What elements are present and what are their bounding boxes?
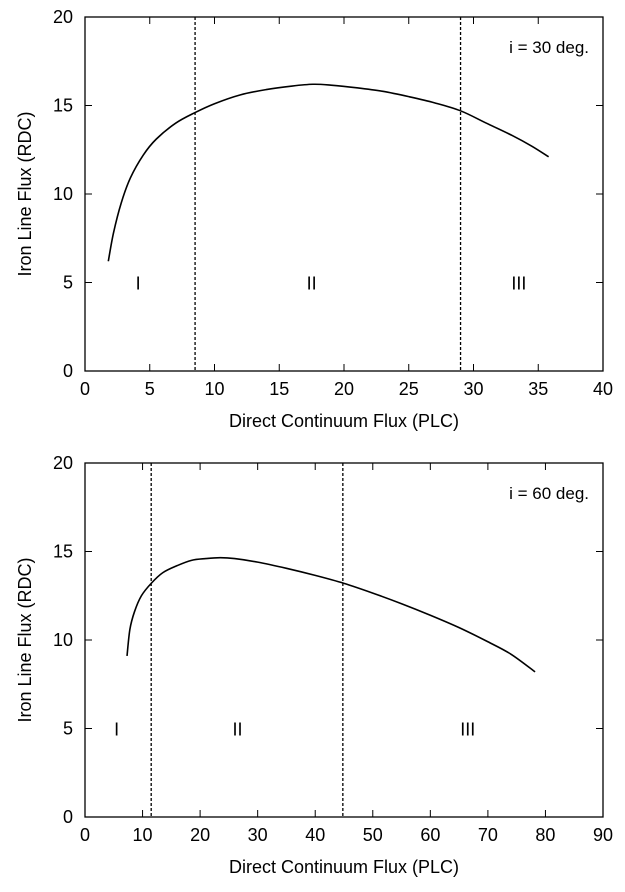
bottom-x-tick-label: 60 <box>420 825 440 845</box>
bottom-plot-frame <box>84 462 604 818</box>
top-region-label: II <box>307 274 317 294</box>
top-x-tick-label: 25 <box>399 379 419 399</box>
chart-top: 0 5 10 15 20 25 30 35 40 0 5 10 15 20 I II III i = 30 deg… <box>15 7 613 431</box>
top-plot-frame <box>84 16 604 372</box>
top-x-tick-label: 30 <box>463 379 483 399</box>
chart-bottom: 0 10 20 30 40 50 60 70 80 90 0 5 10 15 20 I II III i = 60 … <box>0 446 625 892</box>
top-y-tick-label: 5 <box>63 273 73 293</box>
top-x-tick-label: 40 <box>593 379 613 399</box>
top-x-tick-label: 5 <box>145 379 155 399</box>
bottom-inclination-annotation: i = 60 deg. <box>509 484 589 503</box>
bottom-iron-line-curve <box>126 556 536 673</box>
bottom-x-tick-label: 20 <box>190 825 210 845</box>
top-x-tick-label: 20 <box>334 379 354 399</box>
top-x-tick-label: 10 <box>204 379 224 399</box>
bottom-x-tick-label: 40 <box>305 825 325 845</box>
bottom-y-tick-label: 5 <box>63 719 73 739</box>
bottom-x-tick-label: 90 <box>593 825 613 845</box>
top-x-tick-label: 15 <box>269 379 289 399</box>
bottom-y-axis-title: Iron Line Flux (RDC) <box>15 557 35 722</box>
bottom-x-tick-label: 30 <box>248 825 268 845</box>
top-region-label: I <box>136 274 141 294</box>
top-y-tick-label: 15 <box>53 96 73 116</box>
top-y-axis-title: Iron Line Flux (RDC) <box>15 111 35 276</box>
top-iron-line-curve <box>107 83 550 262</box>
top-y-tick-label: 0 <box>63 361 73 381</box>
bottom-y-tick-label: 15 <box>53 542 73 562</box>
top-inclination-annotation: i = 30 deg. <box>509 38 589 57</box>
bottom-x-tick-label: 0 <box>80 825 90 845</box>
bottom-region-label: I <box>114 720 119 740</box>
bottom-x-tick-label: 70 <box>478 825 498 845</box>
top-y-tick-label: 20 <box>53 7 73 27</box>
top-x-tick-label: 0 <box>80 379 90 399</box>
top-x-axis-title: Direct Continuum Flux (PLC) <box>229 411 459 431</box>
top-x-tick-label: 35 <box>528 379 548 399</box>
bottom-y-tick-label: 0 <box>63 807 73 827</box>
bottom-region-label: II <box>233 720 243 740</box>
bottom-region-label: III <box>460 720 475 740</box>
bottom-x-tick-label: 80 <box>535 825 555 845</box>
bottom-x-tick-label: 50 <box>363 825 383 845</box>
bottom-y-tick-label: 10 <box>53 630 73 650</box>
bottom-y-tick-label: 20 <box>53 453 73 473</box>
top-y-tick-label: 10 <box>53 184 73 204</box>
bottom-x-axis-title: Direct Continuum Flux (PLC) <box>229 857 459 877</box>
top-region-label: III <box>511 274 526 294</box>
bottom-x-tick-label: 10 <box>133 825 153 845</box>
